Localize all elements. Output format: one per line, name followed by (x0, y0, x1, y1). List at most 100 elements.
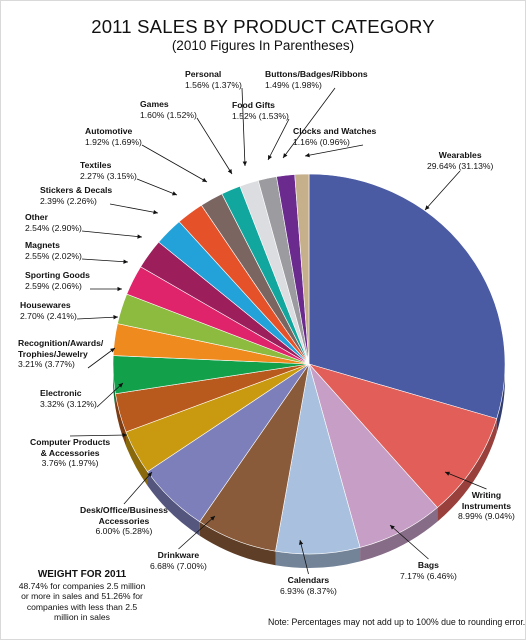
label-wearables: Wearables 29.64% (31.13%) (427, 150, 493, 171)
label-name: Food Gifts (232, 100, 275, 110)
label-name: Computer Products & Accessories (30, 437, 111, 458)
label-value-2011: 2.59% (25, 280, 50, 291)
arrowhead-games (227, 169, 232, 174)
arrowhead-food-gifts (268, 155, 272, 160)
label-name: Electronic (40, 388, 82, 398)
label-other: Other 2.54% (2.90%) (25, 212, 82, 233)
label-value-2011: 2.55% (25, 250, 50, 261)
label-name: Personal (185, 69, 222, 79)
label-value-2011: 3.21% (18, 359, 43, 369)
label-value-2011: 3.76% (41, 458, 67, 468)
leader-personal (241, 87, 246, 167)
leader-writing-instruments (444, 471, 487, 490)
arrowhead-stickers-decals (153, 210, 158, 215)
leader-buttons-badges-ribbons (282, 87, 336, 159)
arrowhead-textiles (172, 191, 177, 196)
leader-electronic (96, 382, 124, 408)
leader-clocks-and-watches (304, 144, 364, 157)
weight-line-1: 48.74% for companies 2.5 million (18, 580, 146, 591)
label-food-gifts: Food Gifts 1.52% (1.53%) (232, 100, 289, 121)
label-value-2011: 6.93% (280, 585, 305, 596)
label-value-2011: 2.27% (80, 170, 105, 181)
leader-magnets (81, 258, 129, 263)
leader-lines (69, 87, 487, 575)
weight-line-2: or more in sales and 51.26% for (21, 591, 143, 601)
label-value-2010: (0.96%) (319, 136, 350, 147)
label-value-2011: 2.54% (25, 222, 50, 233)
label-value-2011: 3.32% (40, 398, 65, 409)
label-value-2011: 2.39% (40, 195, 65, 206)
label-calendars: Calendars 6.93% (8.37%) (280, 575, 337, 596)
leader-textiles (136, 178, 178, 196)
label-value-2010: (1.52%) (166, 109, 197, 120)
label-name: Other (25, 212, 48, 222)
label-value-2010: (3.77%) (44, 359, 75, 369)
leader-automotive (141, 144, 208, 183)
slice-wearables (308, 173, 506, 420)
label-value-2010: (1.37%) (211, 79, 242, 90)
label-name: Calendars (287, 575, 330, 585)
arrowhead-clocks-and-watches (305, 153, 310, 158)
leader-calendars (299, 539, 309, 575)
label-name: Sporting Goods (25, 270, 90, 280)
label-stickers-decals: Stickers & Decals 2.39% (2.26%) (40, 185, 112, 206)
label-value-2011: 6.00% (95, 526, 120, 536)
arrowhead-sporting-goods (117, 286, 122, 292)
label-value-2011: 6.68% (150, 560, 175, 571)
label-value-2010: (7.00%) (176, 560, 207, 571)
rounding-note: Note: Percentages may not add up to 100%… (268, 617, 526, 627)
label-value-2011: 1.49% (265, 79, 290, 90)
label-personal: Personal 1.56% (1.37%) (185, 69, 242, 90)
label-computer-products-accessories: Computer Products & Accessories 3.76% (1.… (30, 437, 110, 469)
label-value-2011: 1.16% (293, 136, 318, 147)
arrowhead-magnets (123, 259, 128, 264)
label-name: Clocks and Watches (293, 126, 377, 136)
leader-other (81, 230, 143, 238)
label-value-2011: 1.56% (185, 79, 210, 90)
arrowhead-computer-products-accessories (122, 432, 127, 438)
label-name: Automotive (85, 126, 133, 136)
leader-wearables (424, 170, 461, 211)
label-value-2010: (2.26%) (66, 195, 97, 206)
label-recognition-awards-trophies-jewelry: Recognition/Awards/ Trophies/Jewelry 3.21… (18, 338, 103, 370)
label-name: Games (140, 99, 169, 109)
weight-title: WEIGHT FOR 2011 (37, 569, 127, 580)
arrowhead-automotive (202, 177, 207, 182)
label-electronic: Electronic 3.32% (3.12%) (40, 388, 97, 409)
label-name: Textiles (80, 160, 112, 170)
label-value-2010: (31.13%) (458, 160, 494, 171)
arrowhead-bags (390, 525, 395, 530)
label-name: Recognition/Awards/ Trophies/Jewelry (18, 338, 104, 359)
slice-rim-calendars (275, 547, 361, 568)
leader-housewares (76, 316, 119, 320)
label-clocks-and-watches: Clocks and Watches 1.16% (0.96%) (293, 126, 376, 147)
label-textiles: Textiles 2.27% (3.15%) (80, 160, 137, 181)
label-name: Housewares (20, 300, 71, 310)
label-value-2011: 2.70% (20, 310, 45, 321)
arrowhead-buttons-badges-ribbons (283, 153, 288, 158)
slice-writing-instruments (308, 363, 498, 508)
label-value-2010: (3.12%) (66, 398, 97, 409)
label-value-2010: (2.41%) (46, 310, 77, 321)
label-value-2011: 1.60% (140, 109, 165, 120)
slice-rim-wearables (496, 364, 505, 433)
chart-subtitle: (2010 Figures In Parentheses) (171, 38, 355, 53)
slice-rim-electronic (115, 393, 126, 446)
label-value-2011: 1.52% (232, 110, 257, 121)
leader-stickers-decals (109, 203, 159, 214)
label-name: Drinkware (157, 550, 200, 560)
arrowhead-writing-instruments (445, 471, 450, 476)
slice-rim-desk-office-business-accessories (147, 471, 200, 536)
label-name: Magnets (25, 240, 60, 250)
arrowhead-calendars (298, 540, 304, 545)
label-value-2011: 1.92% (85, 136, 110, 147)
slice-clocks-and-watches (294, 173, 310, 365)
leader-recognition-awards-trophies-jewelry (87, 347, 116, 369)
leader-desk-office-business-accessories (123, 471, 153, 505)
label-value-2010: (8.37%) (306, 585, 337, 596)
arrowhead-drinkware (210, 516, 215, 521)
label-value-2010: (1.69%) (111, 136, 142, 147)
arrowhead-personal (242, 161, 248, 166)
leader-bags (389, 524, 429, 560)
